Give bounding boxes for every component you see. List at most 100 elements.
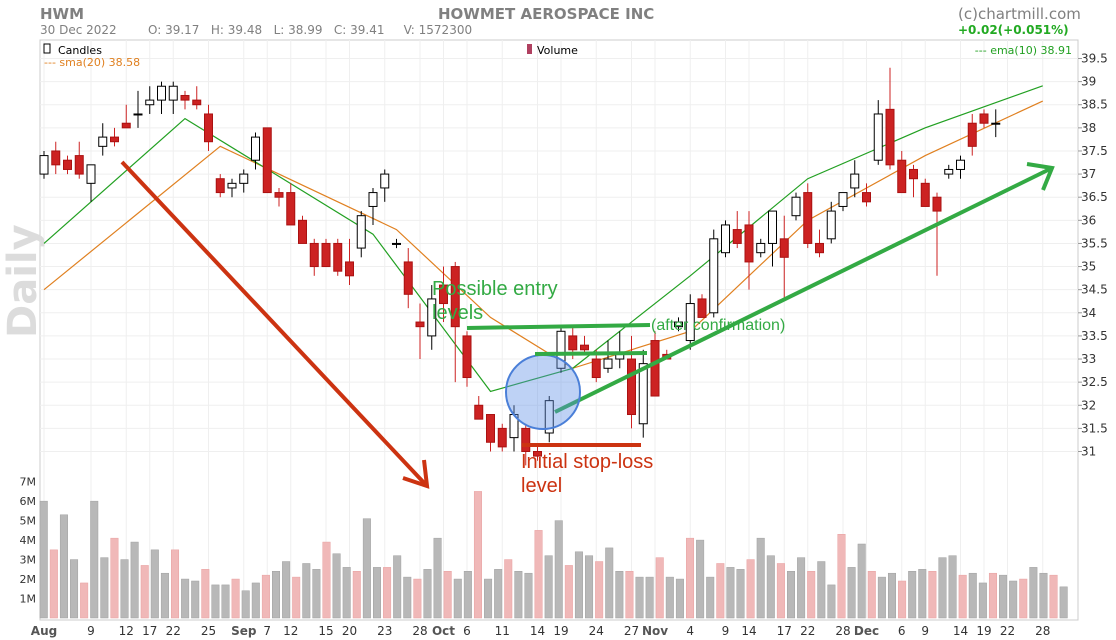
day-label: 17 xyxy=(777,624,792,638)
volume-bar xyxy=(140,565,149,619)
candle-up xyxy=(544,400,554,434)
entry-levels-label: Possible entry levels xyxy=(432,278,558,324)
candle-down xyxy=(74,155,84,175)
volume-bar xyxy=(322,541,331,619)
candle-up xyxy=(638,363,648,425)
price-tick-label: 32.5 xyxy=(1081,375,1108,389)
volume-bar xyxy=(585,555,594,619)
volume-bar xyxy=(1049,574,1058,619)
candle-up xyxy=(709,238,719,314)
candle-up xyxy=(685,303,695,342)
candle-down xyxy=(533,451,542,457)
legend-ema: --- ema(10) 38.91 xyxy=(975,44,1072,57)
day-label: 28 xyxy=(835,624,850,638)
candle-down xyxy=(779,238,789,258)
volume-bar xyxy=(1019,578,1028,619)
price-tick-label: 39.5 xyxy=(1081,51,1108,65)
volume-bar xyxy=(39,500,48,619)
volume-bar xyxy=(948,555,957,619)
candle-down xyxy=(345,261,354,277)
volume-bar xyxy=(1009,580,1018,619)
day-label: 14 xyxy=(953,624,968,638)
volume-bar xyxy=(282,561,291,619)
volume-bar xyxy=(473,491,482,619)
day-label: 22 xyxy=(800,624,815,638)
volume-bar xyxy=(887,572,896,619)
volume-bar xyxy=(817,561,826,619)
volume-bar xyxy=(393,555,402,619)
candles-legend-icon xyxy=(43,43,51,54)
volume-axis: 1M 2M 3M 4M 5M 6M 7M xyxy=(20,476,37,606)
candle-up xyxy=(356,215,366,249)
candle-down xyxy=(897,159,907,194)
volume-bar xyxy=(413,578,422,619)
date-axis: Aug 9 12 17 22 25 Sep 7 12 15 20 23 28 Oct 6 11 14 19 24 27… xyxy=(31,624,1051,638)
candle-up xyxy=(157,85,166,101)
volume-bar xyxy=(49,549,58,619)
volume-bar xyxy=(231,578,240,619)
candle-down xyxy=(909,168,918,180)
candle-up xyxy=(674,321,683,328)
volume-bar xyxy=(59,514,68,619)
candle-down xyxy=(204,113,213,143)
company-name: HOWMET AEROSPACE INC xyxy=(438,5,655,23)
day-label: 19 xyxy=(976,624,991,638)
candle-down xyxy=(979,113,989,124)
candle-up xyxy=(944,168,954,175)
volume-bar xyxy=(302,563,311,619)
day-label: 9 xyxy=(921,624,929,638)
price-tick-label: 33.5 xyxy=(1081,329,1108,343)
volume-bars xyxy=(39,491,1068,619)
candle-up xyxy=(227,182,237,189)
volume-bar xyxy=(221,584,230,619)
candle-up xyxy=(791,196,801,217)
volume-bar xyxy=(615,571,624,619)
ohlc-readout: O: 39.17 H: 39.48 L: 38.99 C: 39.41 V: 1… xyxy=(148,23,473,37)
volume-bar xyxy=(201,569,210,619)
candle-up xyxy=(251,136,260,161)
day-label: 9 xyxy=(87,624,95,638)
candle-down xyxy=(803,192,813,244)
legend-volume: Volume xyxy=(537,44,578,57)
downtrend-arrowhead xyxy=(402,459,430,489)
candle-down xyxy=(439,284,448,305)
volume-bar xyxy=(867,571,876,619)
candle-down xyxy=(403,261,413,295)
candle-down xyxy=(862,192,871,203)
volume-bar xyxy=(635,576,644,619)
timeframe-watermark: Daily xyxy=(0,224,46,338)
volume-bar xyxy=(181,578,190,619)
price-tick-label: 36 xyxy=(1081,213,1096,227)
candle-down xyxy=(286,192,296,226)
volume-bar xyxy=(928,571,937,619)
volume-bar xyxy=(655,557,664,619)
candle-up xyxy=(603,358,613,369)
volume-bar xyxy=(423,569,432,619)
candle-down xyxy=(815,242,824,254)
price-tick-label: 34 xyxy=(1081,306,1096,320)
volume-bar xyxy=(857,543,866,619)
volume-bar xyxy=(90,500,99,619)
volume-bar xyxy=(776,563,785,619)
volume-bar xyxy=(241,590,250,619)
volume-bar xyxy=(605,547,614,619)
reversal-highlight xyxy=(505,354,581,430)
annotations: Possible entry levels (after confirmation… xyxy=(120,160,1055,497)
price-tick-label: 35.5 xyxy=(1081,236,1108,250)
price-axis: 31 31.5 32 32.5 33 33.5 34 34.5 35 35.5 36 36.5 37 37… xyxy=(1078,51,1108,459)
volume-tick-label: 7M xyxy=(20,476,37,489)
volume-legend-icon xyxy=(527,44,532,54)
volume-bar xyxy=(544,555,553,619)
candle-down xyxy=(192,99,202,106)
volume-bar xyxy=(797,557,806,619)
day-label: 11 xyxy=(495,624,510,638)
date-label: 30 Dec 2022 xyxy=(40,23,117,37)
candle-up xyxy=(168,85,178,101)
day-label: 23 xyxy=(377,624,392,638)
price-tick-label: 31.5 xyxy=(1081,421,1108,435)
volume-bar xyxy=(150,549,159,619)
volume-bar xyxy=(1039,572,1048,619)
price-tick-label: 35 xyxy=(1081,260,1096,274)
